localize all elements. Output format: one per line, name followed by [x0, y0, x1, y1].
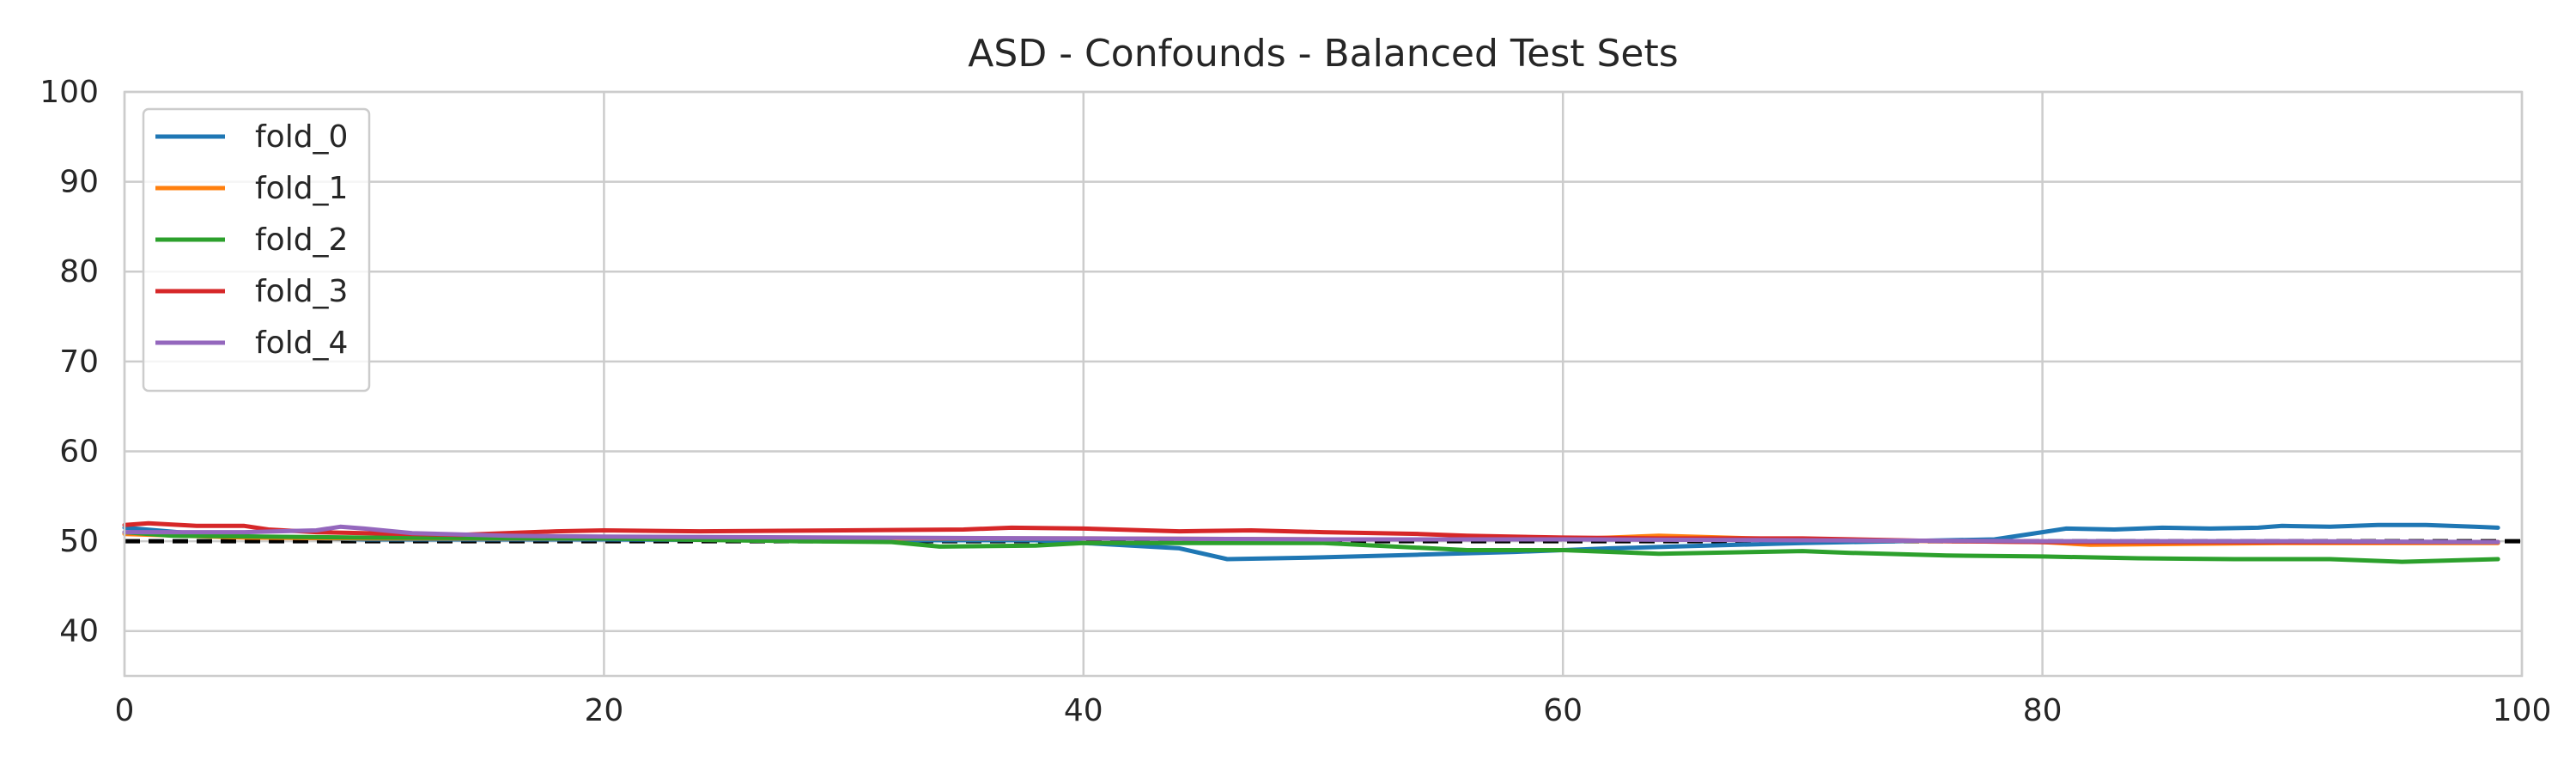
y-tick-label: 50: [59, 524, 99, 559]
y-axis-ticks: 40 50 60 70 80 90 100: [39, 75, 99, 649]
y-tick-label: 70: [59, 344, 99, 380]
legend-label: fold_0: [255, 119, 348, 155]
legend-label: fold_1: [255, 171, 348, 206]
y-tick-label: 60: [59, 434, 99, 469]
plot-frame: [123, 90, 2524, 678]
x-axis-ticks: 0 20 40 60 80 100: [115, 693, 2552, 728]
x-tick-label: 20: [584, 693, 623, 728]
x-tick-label: 60: [1543, 693, 1583, 728]
legend-box: [142, 107, 371, 393]
series-line-fold-4: [122, 524, 2500, 545]
y-tick-label: 100: [39, 75, 99, 110]
x-tick-label: 80: [2023, 693, 2063, 728]
y-tick-label: 40: [59, 614, 99, 649]
x-tick-label: 40: [1064, 693, 1103, 728]
legend: fold_0 fold_1 fold_2 fold_3 fold_4: [142, 107, 371, 393]
legend-label: fold_4: [255, 326, 348, 361]
x-tick-label: 100: [2493, 693, 2552, 728]
chart-title: ASD - Confounds - Balanced Test Sets: [968, 32, 1678, 76]
y-tick-label: 80: [59, 254, 99, 289]
y-tick-label: 90: [59, 165, 99, 200]
series-line-fold-2: [122, 530, 2500, 564]
x-tick-label: 0: [115, 693, 135, 728]
series-layer: [122, 520, 2500, 564]
legend-label: fold_3: [255, 274, 348, 309]
legend-label: fold_2: [255, 222, 348, 258]
